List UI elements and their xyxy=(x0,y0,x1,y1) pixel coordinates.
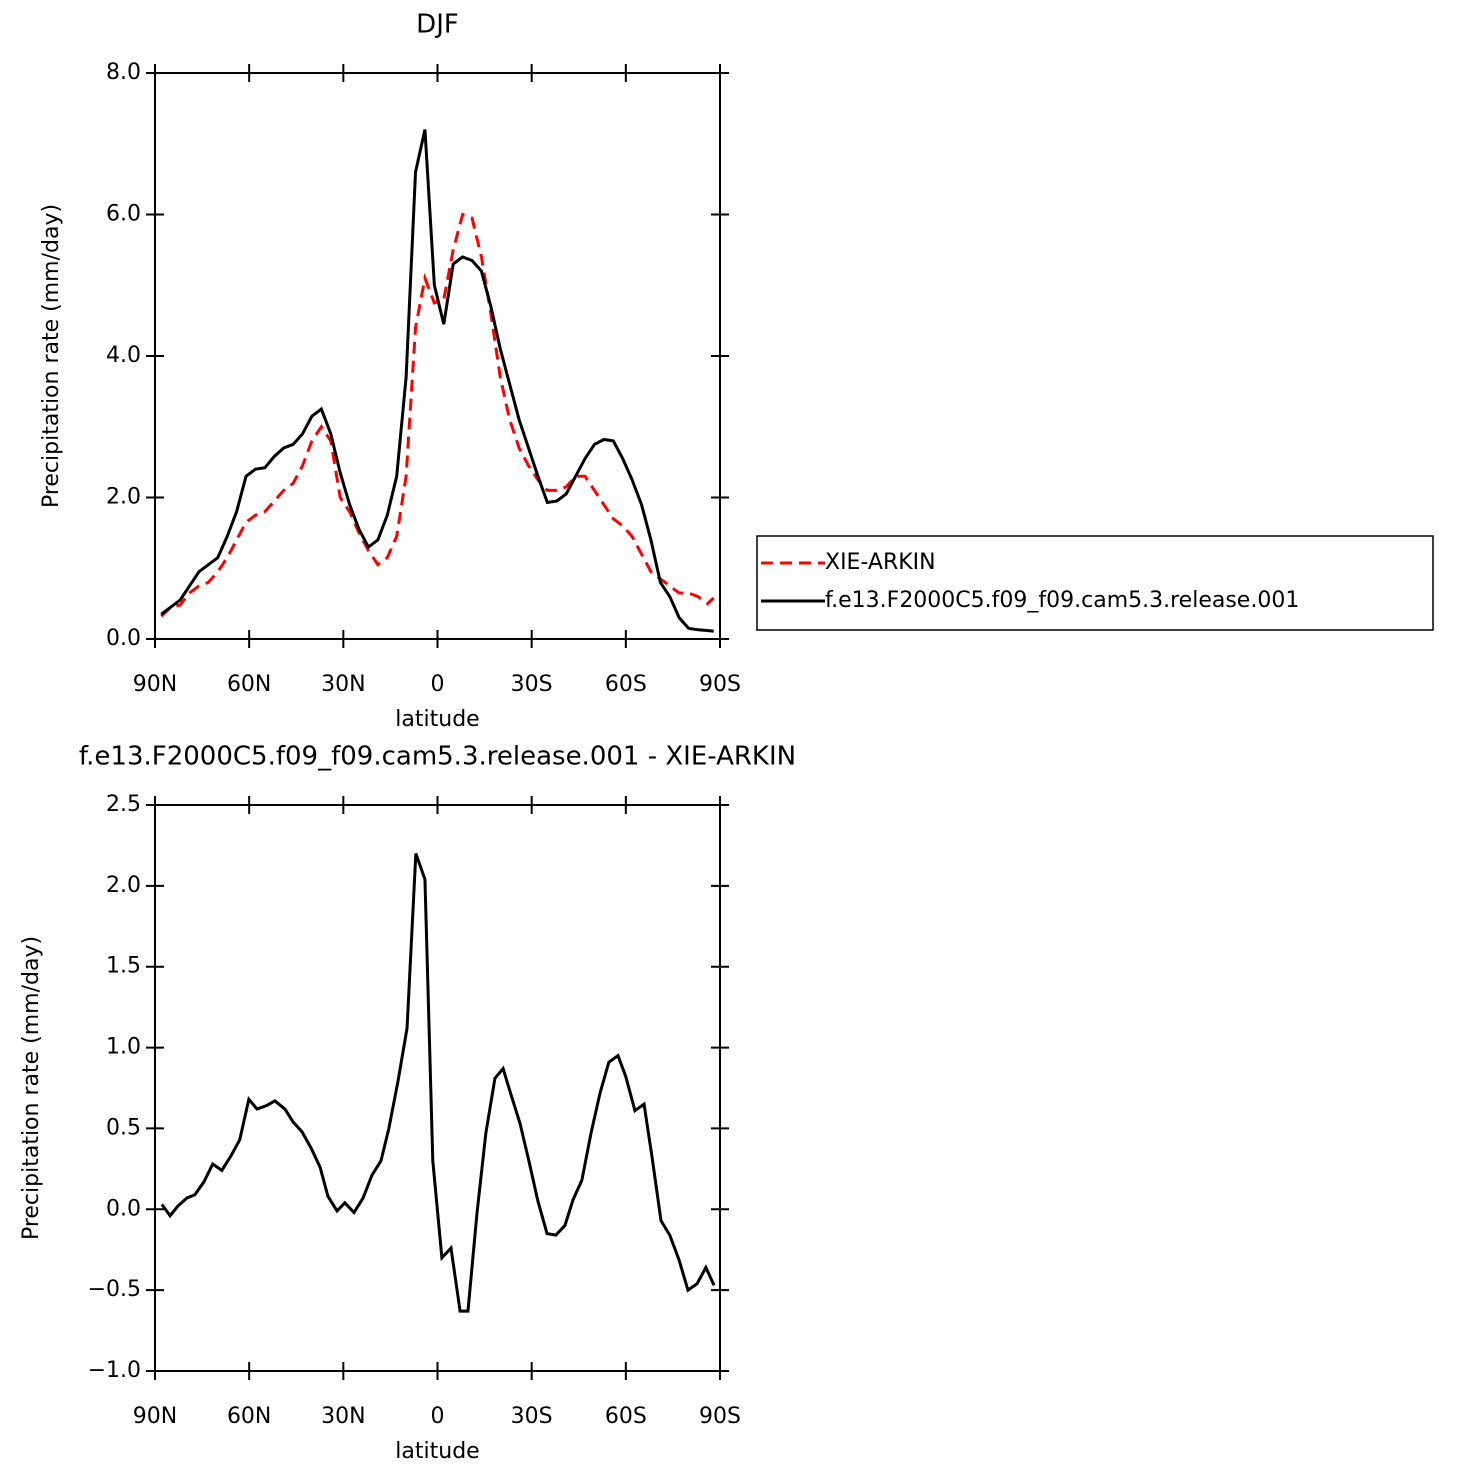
y-tick-label: 1.5 xyxy=(106,954,141,979)
x-tick-label: 90N xyxy=(133,1404,177,1429)
y-tick-label: 4.0 xyxy=(106,343,141,368)
x-tick-label: 30S xyxy=(511,672,553,697)
y-tick-label: −1.0 xyxy=(88,1358,141,1383)
chart-title: DJF xyxy=(416,10,459,40)
y-tick-label: 6.0 xyxy=(106,202,141,227)
y-tick-label: 0.0 xyxy=(106,1196,141,1221)
chart-title: f.e13.F2000C5.f09_f09.cam5.3.release.001… xyxy=(79,742,796,772)
legend-label: f.e13.F2000C5.f09_f09.cam5.3.release.001 xyxy=(825,588,1299,613)
y-tick-label: 8.0 xyxy=(106,60,141,85)
y-tick-label: 0.5 xyxy=(106,1115,141,1140)
x-tick-label: 30S xyxy=(511,1404,553,1429)
y-axis-label: Precipitation rate (mm/day) xyxy=(39,204,64,508)
y-tick-label: 2.5 xyxy=(106,792,141,817)
legend-box xyxy=(756,535,1434,631)
x-tick-label: 60S xyxy=(605,672,647,697)
x-tick-label: 60N xyxy=(227,672,271,697)
y-tick-label: 2.0 xyxy=(106,873,141,898)
data-line xyxy=(160,212,715,618)
x-tick-label: 60N xyxy=(227,1404,271,1429)
y-tick-label: 0.0 xyxy=(106,626,141,651)
data-line xyxy=(160,129,714,633)
x-tick-label: 90S xyxy=(699,1404,741,1429)
y-tick-label: −0.5 xyxy=(88,1277,141,1302)
x-tick-label: 30N xyxy=(321,1404,365,1429)
x-tick-label: 0 xyxy=(431,1404,445,1429)
legend-label: XIE-ARKIN xyxy=(825,550,936,575)
plot-frame xyxy=(154,804,721,1372)
y-tick-label: 2.0 xyxy=(106,485,141,510)
x-tick-label: 0 xyxy=(431,672,445,697)
x-axis-label: latitude xyxy=(395,707,479,732)
x-tick-label: 60S xyxy=(605,1404,647,1429)
x-tick-label: 30N xyxy=(321,672,365,697)
data-line xyxy=(160,853,716,1313)
plot-frame xyxy=(154,72,721,640)
x-axis-label: latitude xyxy=(395,1439,479,1464)
y-tick-label: 1.0 xyxy=(106,1035,141,1060)
x-tick-label: 90S xyxy=(699,672,741,697)
y-axis-label: Precipitation rate (mm/day) xyxy=(19,936,44,1240)
x-tick-label: 90N xyxy=(133,672,177,697)
